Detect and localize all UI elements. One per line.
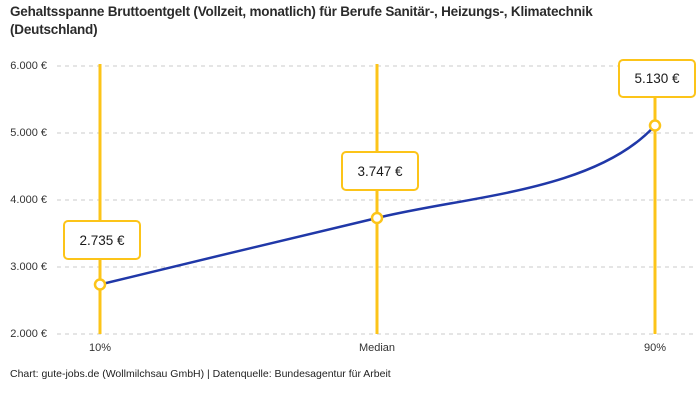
percentile-lines <box>98 64 657 334</box>
x-tick-10: 10% <box>88 342 112 354</box>
x-tick-median: Median <box>358 342 396 354</box>
data-points <box>93 119 662 291</box>
y-tick-2000: 2.000 € <box>10 328 47 340</box>
data-point-90 <box>648 119 662 132</box>
y-tick-6000: 6.000 € <box>10 60 47 72</box>
data-point-median <box>370 211 384 225</box>
y-tick-4000: 4.000 € <box>10 194 47 206</box>
chart-source-footer: Chart: gute-jobs.de (Wollmilchsau GmbH) … <box>10 368 391 380</box>
x-tick-90: 90% <box>643 342 667 354</box>
value-label-median: 3.747 € <box>341 151 419 191</box>
value-label-90: 5.130 € <box>618 59 696 98</box>
value-label-10: 2.735 € <box>63 220 141 260</box>
y-tick-5000: 5.000 € <box>10 127 47 139</box>
chart-title: Gehaltsspanne Bruttoentgelt (Vollzeit, m… <box>10 4 593 37</box>
gridlines <box>57 65 695 335</box>
data-point-10 <box>93 278 107 291</box>
y-tick-3000: 3.000 € <box>10 261 47 273</box>
